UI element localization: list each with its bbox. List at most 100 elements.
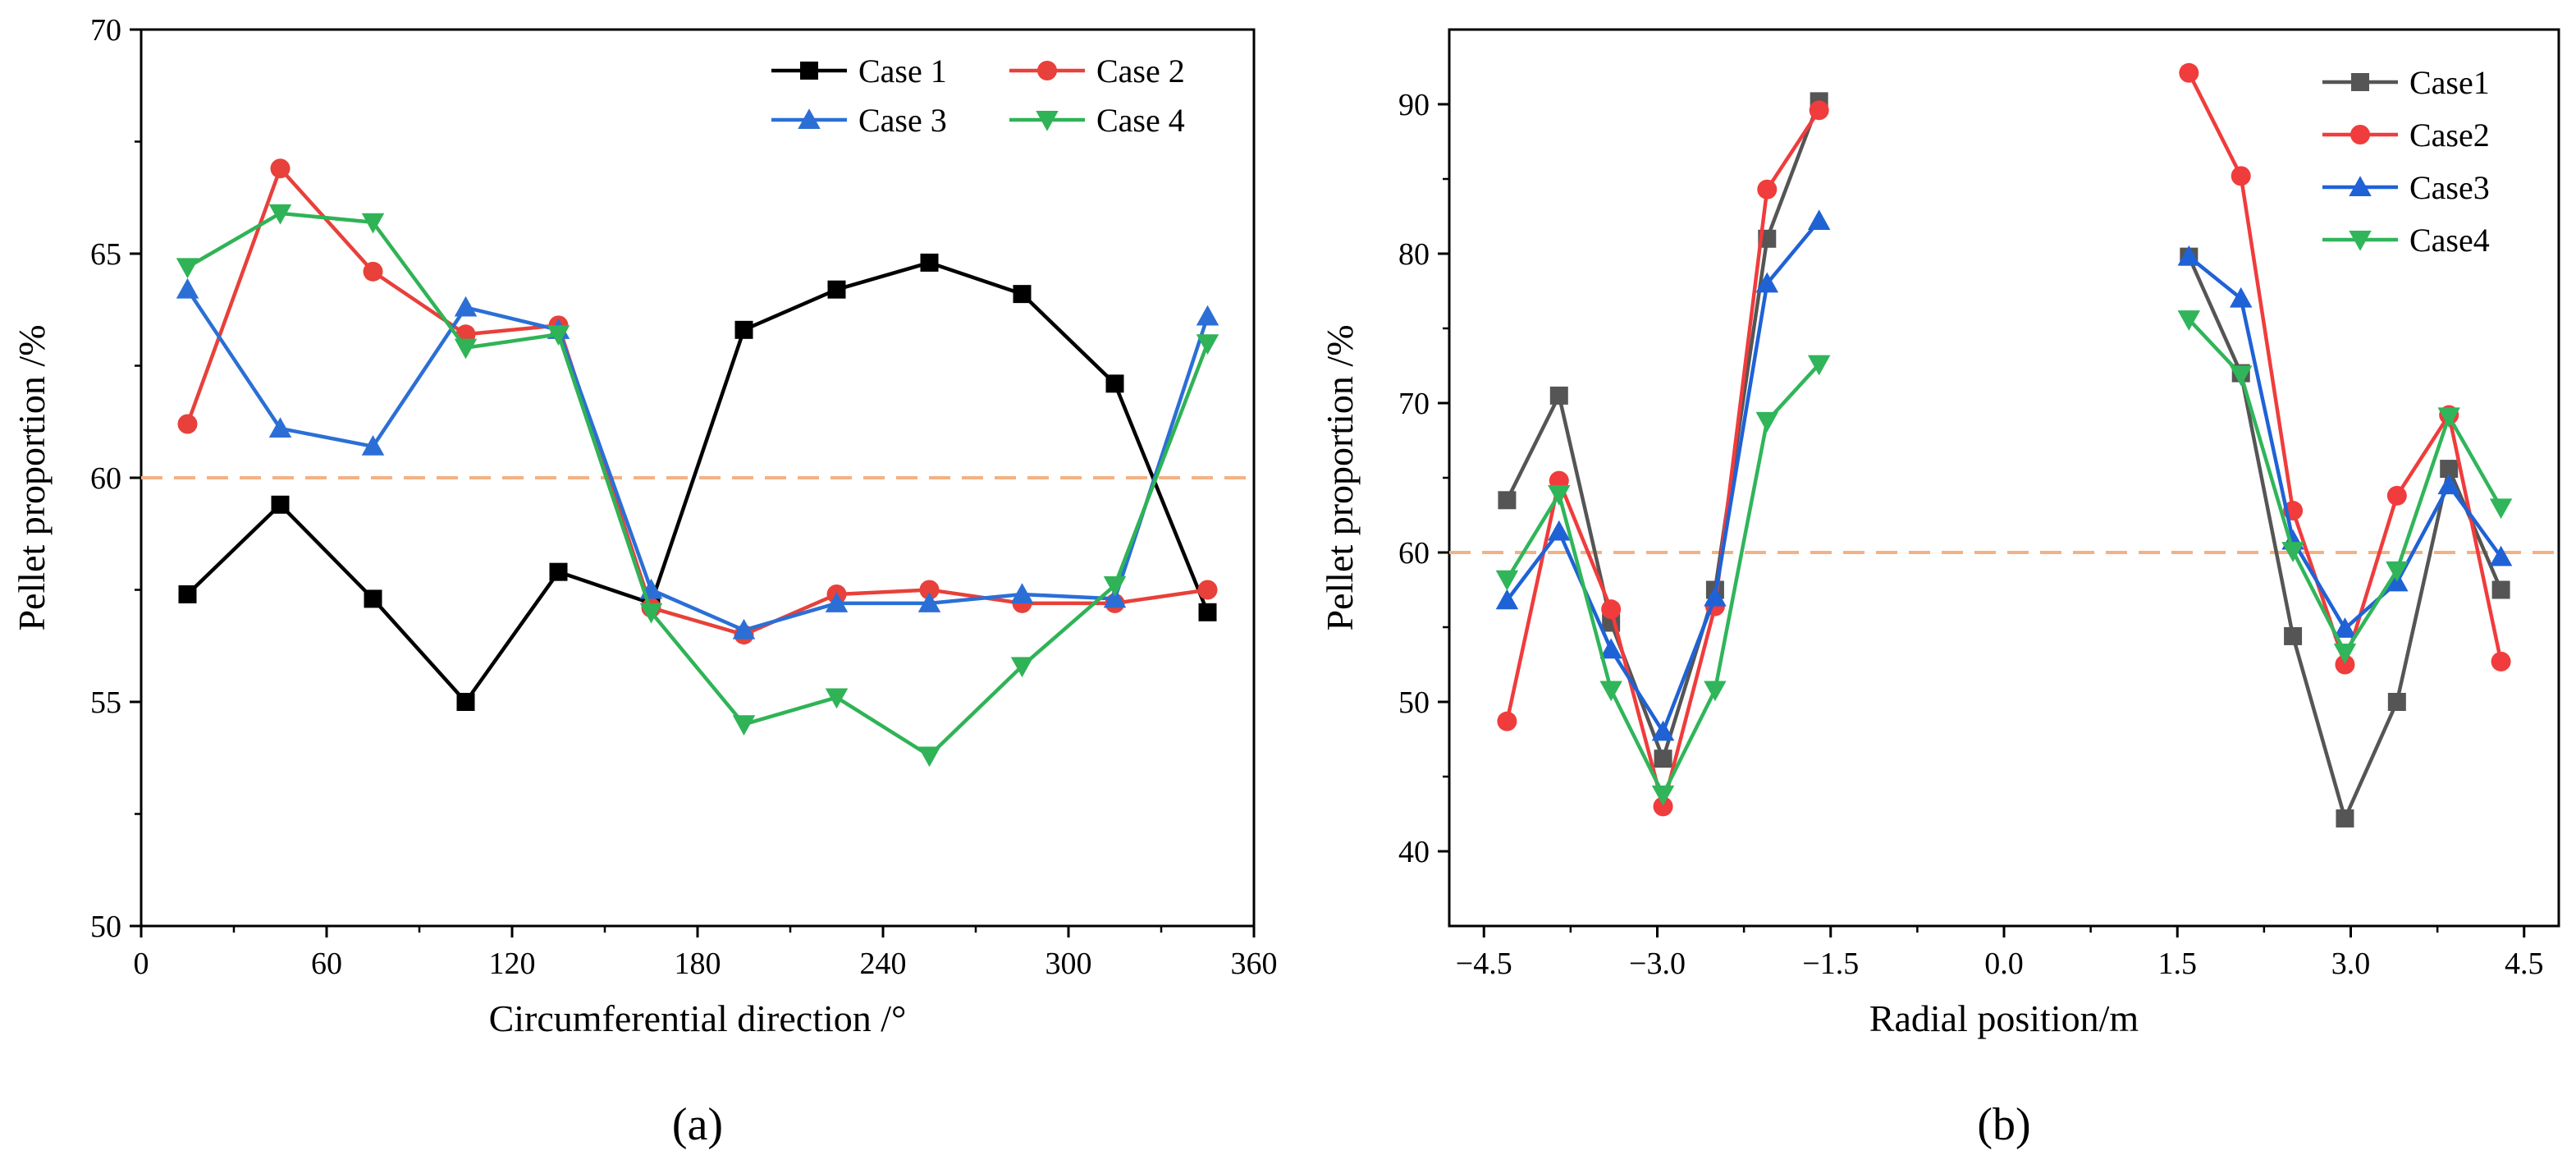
data-point [1197, 580, 1218, 600]
chart-panel-b: −4.5 −3.0 −1.5 0.0 1.5 3.0 4.5 40 50 60 70 80 90 Radi… [1319, 28, 2560, 1150]
data-point [2437, 407, 2460, 429]
data-point [547, 325, 570, 346]
legend-entry: Case3 [2409, 169, 2490, 206]
data-point [2336, 809, 2354, 827]
legend-marker [2349, 176, 2372, 196]
legend-entry: Case 2 [1096, 53, 1185, 89]
data-point [2387, 693, 2406, 711]
y-tick-label: 40 [1398, 835, 1430, 869]
x-tick-label: 0.0 [1984, 947, 2024, 981]
data-point [825, 592, 849, 612]
data-point [2386, 485, 2407, 506]
data-point [1497, 711, 1517, 731]
y-tick-label: 70 [1398, 387, 1430, 421]
data-point [270, 158, 291, 179]
panel-label: (b) [1977, 1099, 2030, 1150]
data-point [2333, 617, 2357, 638]
data-point [549, 562, 568, 581]
data-point [2489, 545, 2513, 566]
x-tick-label: −1.5 [1802, 947, 1859, 981]
legend-marker [2351, 73, 2369, 91]
data-point [1495, 570, 1519, 591]
data-point [1651, 785, 1675, 806]
data-point [268, 204, 292, 225]
x-tick-label: 1.5 [2158, 947, 2198, 981]
data-point [920, 253, 939, 272]
series-line [1505, 100, 1821, 761]
data-point [1103, 576, 1127, 597]
series-line [1505, 109, 1821, 809]
data-point [2386, 561, 2409, 582]
data-point [2229, 365, 2253, 387]
data-point [1548, 520, 1571, 541]
data-point [1013, 285, 1032, 304]
data-point [1654, 750, 1672, 768]
data-point [454, 296, 478, 317]
data-point [2335, 654, 2355, 675]
series-line [185, 260, 1210, 704]
x-tick-label: 300 [1045, 947, 1092, 981]
data-point [2333, 643, 2357, 664]
y-tick-label: 65 [90, 237, 121, 272]
y-tick-label: 55 [90, 685, 121, 720]
legend-marker [2349, 231, 2372, 251]
data-point [268, 417, 292, 438]
data-point [1498, 491, 1517, 510]
data-point [919, 580, 940, 600]
data-point [1548, 485, 1571, 506]
legend-marker [800, 62, 818, 80]
data-point [1010, 583, 1034, 603]
data-point [271, 495, 290, 514]
data-point [1196, 334, 1219, 355]
x-tick-label: 240 [860, 947, 907, 981]
data-point [1653, 796, 1673, 817]
data-point [2229, 287, 2253, 308]
legend-entry: Case4 [2409, 222, 2490, 259]
data-point [361, 435, 385, 456]
series-line [185, 167, 1208, 637]
data-point [2177, 245, 2201, 266]
legend-marker [798, 108, 821, 129]
data-point [177, 414, 198, 434]
data-point [454, 338, 478, 360]
data-point [734, 320, 753, 339]
data-point [732, 715, 756, 736]
legend-marker [1036, 111, 1059, 131]
data-point [639, 603, 663, 624]
x-tick-label: 4.5 [2505, 947, 2544, 981]
data-point [2491, 580, 2510, 599]
x-axis-title: Circumferential direction /° [489, 997, 907, 1039]
y-tick-label: 80 [1398, 237, 1430, 272]
data-point [363, 261, 383, 282]
data-point [1198, 603, 1217, 621]
data-point [2281, 542, 2304, 562]
data-point [1755, 411, 1779, 433]
x-tick-label: 60 [311, 947, 342, 981]
series-line [185, 288, 1210, 632]
data-point [1105, 374, 1124, 393]
x-tick-label: −4.5 [1456, 947, 1512, 981]
legend-marker [1037, 61, 1057, 80]
data-point [1599, 638, 1622, 659]
data-point [361, 213, 385, 234]
legend-marker [2350, 125, 2370, 144]
data-point [1807, 355, 1831, 376]
data-point [1755, 272, 1779, 293]
y-axis-title: Pellet proportion /% [1319, 324, 1361, 630]
x-tick-label: 360 [1231, 947, 1278, 981]
data-point [176, 258, 199, 279]
data-point [1495, 589, 1519, 610]
data-point [1807, 209, 1831, 230]
data-point [178, 584, 197, 603]
series-line [2187, 255, 2503, 821]
data-point [1651, 720, 1675, 741]
data-point [1010, 657, 1034, 678]
x-tick-label: 180 [675, 947, 721, 981]
data-point [825, 688, 849, 709]
data-point [1704, 681, 1727, 702]
data-point [917, 592, 941, 612]
data-point [1549, 386, 1568, 405]
x-tick-label: 0 [134, 947, 149, 981]
y-axis-title: Pellet proportion /% [11, 324, 53, 630]
